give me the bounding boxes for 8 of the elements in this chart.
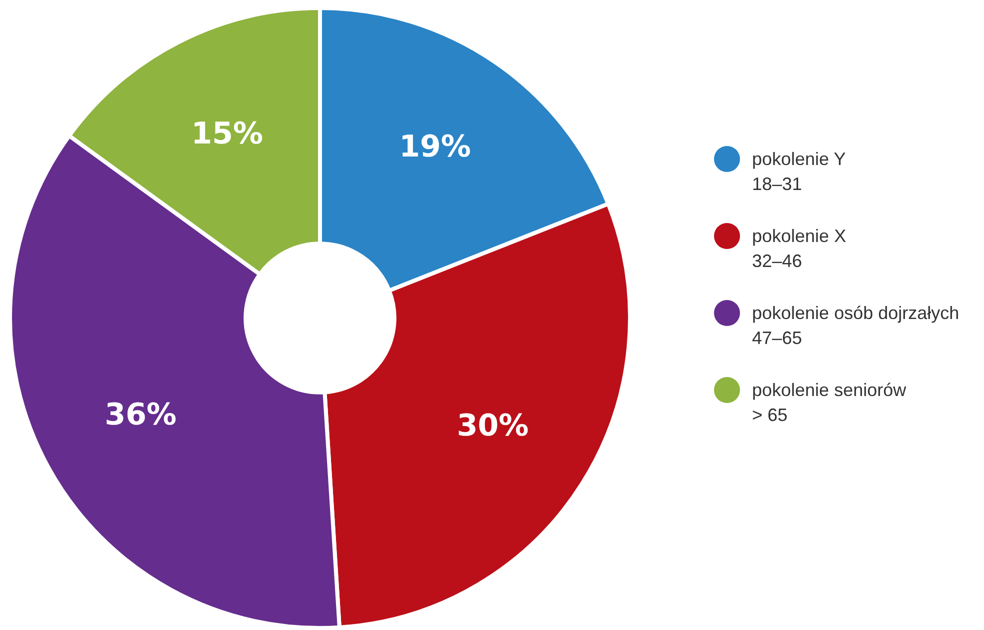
legend-label: pokolenie Y 18–31 bbox=[752, 148, 846, 196]
legend-label: pokolenie seniorów > 65 bbox=[752, 379, 906, 427]
legend-label: pokolenie osób dojrzałych 47–65 bbox=[752, 302, 960, 350]
data-label: 19% bbox=[399, 130, 471, 165]
data-label: 15% bbox=[191, 116, 264, 152]
data-label: 36% bbox=[104, 397, 177, 432]
legend-label: pokolenie X 32–46 bbox=[752, 225, 846, 273]
data-label: 30% bbox=[456, 408, 529, 444]
